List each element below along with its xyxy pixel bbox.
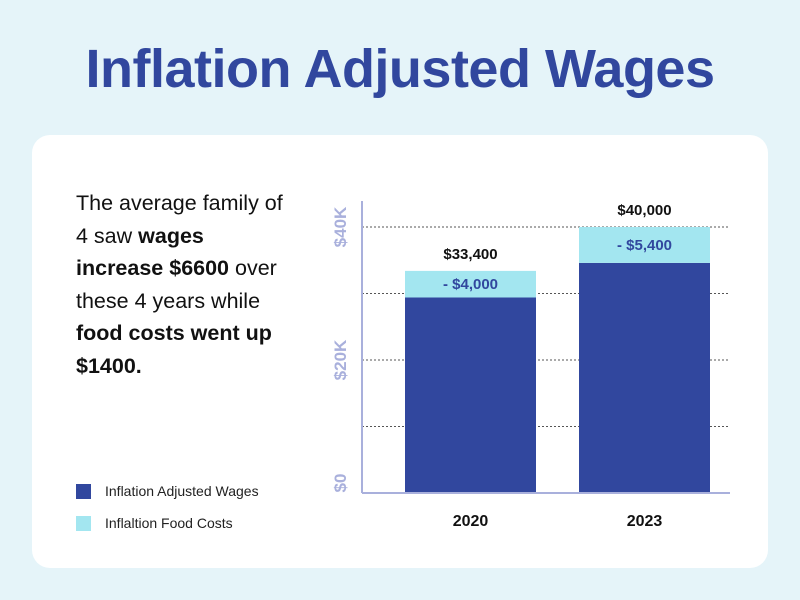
legend-label-food-costs: Inflaltion Food Costs bbox=[105, 515, 233, 531]
chart-legend: Inflation Adjusted Wages Inflaltion Food… bbox=[76, 475, 259, 539]
legend-label-wages: Inflation Adjusted Wages bbox=[105, 483, 259, 499]
y-tick-label: $20K bbox=[331, 339, 350, 380]
page-title: Inflation Adjusted Wages bbox=[85, 39, 715, 99]
x-tick-label: 2020 bbox=[453, 513, 489, 530]
segment-label: - $4,000 bbox=[443, 276, 498, 293]
description-text-1: The average family of 4 saw bbox=[76, 191, 283, 248]
description-text-2: over these 4 years while bbox=[76, 256, 277, 313]
description-bold-2: food costs went up $1400. bbox=[76, 321, 272, 378]
description-bold-1: wages increase $6600 bbox=[76, 223, 230, 281]
total-label: $33,400 bbox=[443, 246, 497, 263]
stacked-bar-chart: - $4,000 $33,400 2020 - $5,400 $40,000 2023 $0… bbox=[331, 201, 730, 530]
legend-swatch-wages bbox=[76, 483, 91, 499]
y-tick-label: $0 bbox=[331, 474, 350, 493]
content-card: The average family of 4 saw wages increa… bbox=[32, 135, 768, 568]
bar-segment-wages bbox=[579, 262, 710, 493]
legend-item-wages: Inflation Adjusted Wages bbox=[76, 475, 259, 507]
bar-segment-food-costs bbox=[579, 227, 710, 263]
segment-label: - $5,400 bbox=[617, 237, 672, 254]
legend-swatch-food-costs bbox=[76, 515, 91, 531]
bar-segment-food-costs bbox=[405, 270, 536, 298]
description-text: The average family of 4 saw wages increa… bbox=[76, 187, 296, 382]
x-tick-label: 2023 bbox=[627, 513, 663, 530]
legend-item-food-costs: Inflaltion Food Costs bbox=[76, 507, 259, 539]
y-tick-label: $40K bbox=[331, 206, 350, 247]
total-label: $40,000 bbox=[617, 202, 671, 219]
bar-segment-wages bbox=[405, 297, 536, 493]
